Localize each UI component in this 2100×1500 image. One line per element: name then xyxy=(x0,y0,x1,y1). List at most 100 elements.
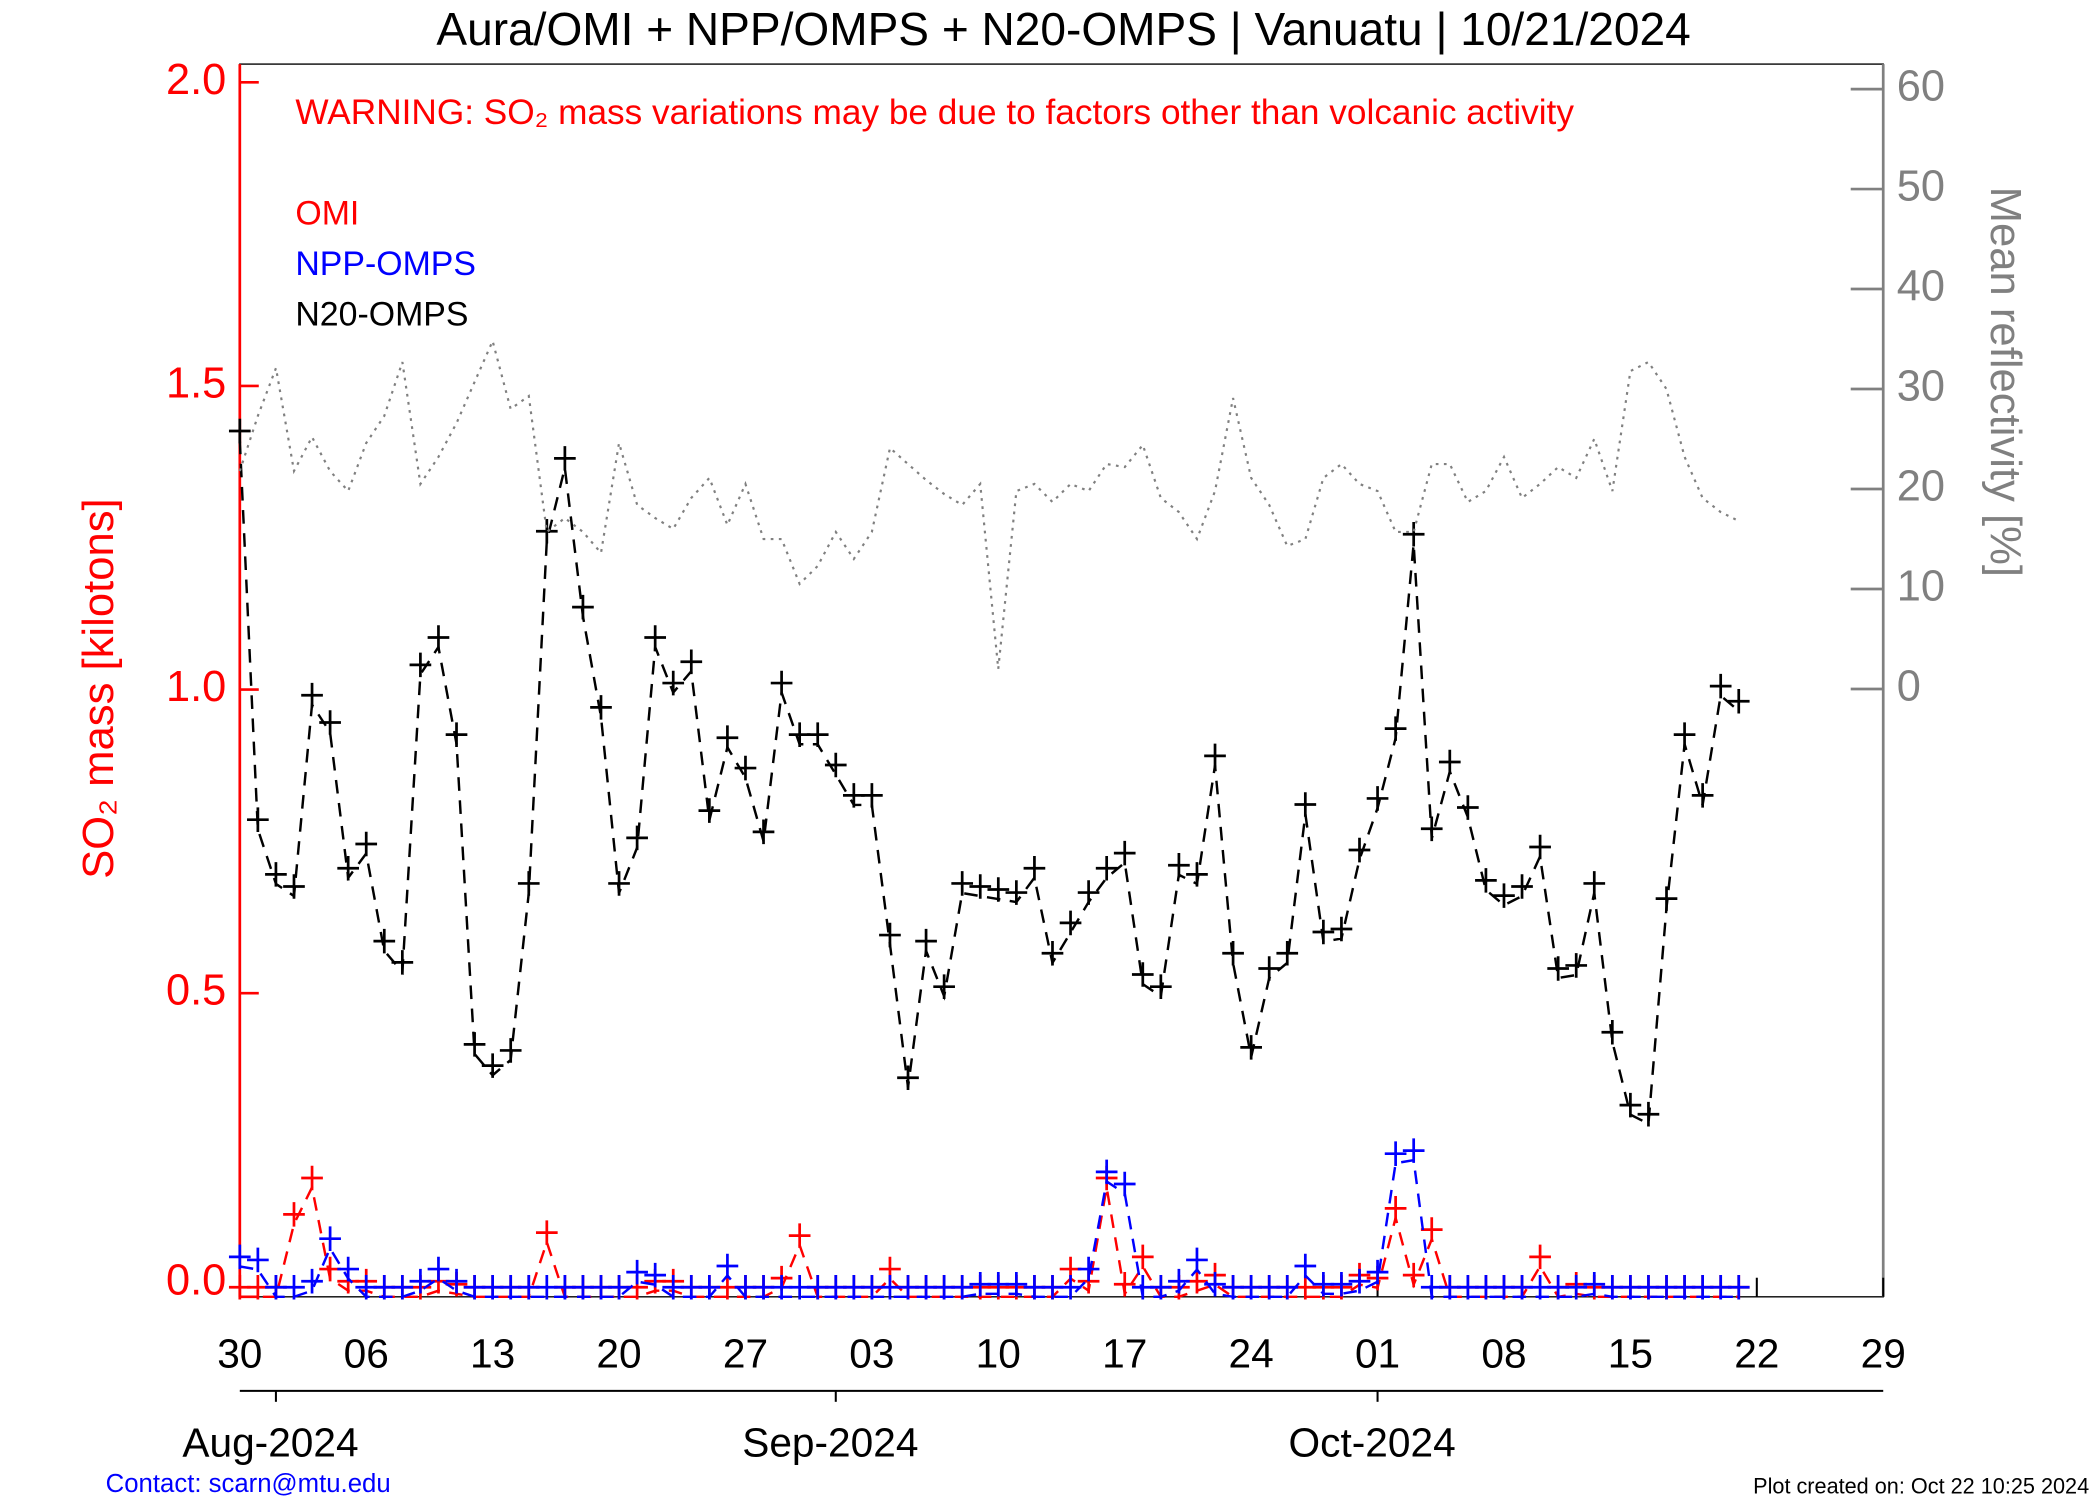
x-tick-label: 30 xyxy=(217,1330,262,1376)
reflectivity-line xyxy=(238,337,1740,670)
marker xyxy=(644,625,667,650)
marker xyxy=(824,752,847,778)
marker xyxy=(1059,1275,1082,1300)
marker xyxy=(1113,1171,1136,1197)
y2-tick-label: 50 xyxy=(1897,162,1945,210)
marker xyxy=(1475,868,1497,893)
marker xyxy=(1420,816,1443,842)
marker xyxy=(554,446,576,471)
marker xyxy=(1077,1256,1100,1282)
marker xyxy=(1059,910,1082,936)
marker xyxy=(626,825,648,851)
marker xyxy=(1005,880,1028,905)
series-line xyxy=(239,1183,1739,1299)
marker xyxy=(698,798,721,823)
marker xyxy=(1005,1271,1028,1297)
x-tick-label: 15 xyxy=(1608,1330,1653,1376)
marker xyxy=(1655,1275,1678,1300)
marker xyxy=(301,682,323,708)
plot-frame xyxy=(239,63,1884,1298)
marker xyxy=(1366,1259,1389,1285)
footer: Plot created on: Oct 22 10:25 2024 xyxy=(1753,1473,2089,1498)
marker xyxy=(1131,962,1154,987)
marker xyxy=(283,1202,305,1227)
legend-entry: N20-OMPS xyxy=(295,295,468,333)
x-tick-label: 29 xyxy=(1861,1330,1906,1376)
warning: WARNING: SO₂ mass variations may be due … xyxy=(295,93,1574,132)
marker xyxy=(1402,1138,1425,1163)
marker xyxy=(535,1220,558,1245)
legend-entry: OMI xyxy=(295,194,359,232)
marker xyxy=(879,922,901,948)
marker xyxy=(915,928,937,954)
marker xyxy=(1493,883,1515,908)
marker xyxy=(1583,1271,1606,1297)
marker xyxy=(355,831,378,857)
marker xyxy=(608,871,630,896)
marker xyxy=(427,625,450,650)
marker xyxy=(1077,880,1100,905)
month-label: Aug-2024 xyxy=(182,1419,358,1465)
x-tick-label: 13 xyxy=(470,1330,515,1376)
y2-tick-label: 10 xyxy=(1897,562,1945,610)
y-tick-label: 0.5 xyxy=(166,967,226,1015)
y2-tick-label: 20 xyxy=(1897,462,1945,510)
marker xyxy=(1366,786,1389,811)
marker xyxy=(951,871,974,896)
marker xyxy=(1041,941,1064,966)
marker xyxy=(1637,1101,1660,1127)
marker xyxy=(1384,1141,1407,1166)
marker xyxy=(228,418,251,444)
marker xyxy=(1727,1275,1750,1300)
marker xyxy=(283,874,305,899)
marker xyxy=(427,1256,450,1282)
marker xyxy=(265,862,287,887)
marker xyxy=(1023,855,1046,881)
marker xyxy=(283,1275,305,1300)
marker xyxy=(752,819,775,845)
y2-tick-label: 40 xyxy=(1897,262,1945,310)
x-tick-label: 27 xyxy=(723,1330,768,1376)
marker xyxy=(391,1275,414,1300)
marker xyxy=(1619,1275,1642,1300)
marker xyxy=(1348,837,1371,863)
series-line xyxy=(239,1158,1739,1299)
marker xyxy=(572,594,594,620)
marker xyxy=(1276,941,1299,966)
marker xyxy=(1150,1275,1172,1300)
marker xyxy=(373,928,396,954)
marker xyxy=(734,755,757,781)
marker xyxy=(897,1065,919,1091)
marker xyxy=(770,670,793,696)
marker xyxy=(535,518,558,544)
marker xyxy=(788,1223,811,1248)
marker xyxy=(1222,941,1244,966)
marker xyxy=(1131,1244,1154,1270)
marker xyxy=(716,1253,739,1279)
y2-axis-label: Mean reflectivity [%] xyxy=(1981,187,2029,577)
x-tick-label: 17 xyxy=(1102,1330,1147,1376)
y2-tick-label: 60 xyxy=(1897,62,1945,110)
marker xyxy=(987,877,1010,902)
marker xyxy=(1565,953,1588,978)
marker xyxy=(1276,1275,1299,1300)
marker xyxy=(1637,1275,1660,1300)
marker xyxy=(1511,874,1533,899)
marker xyxy=(247,807,269,832)
marker xyxy=(1601,1019,1624,1045)
legend-entry: NPP-OMPS xyxy=(295,245,476,283)
marker xyxy=(337,1256,360,1282)
marker xyxy=(1113,840,1136,866)
marker xyxy=(861,783,883,808)
marker xyxy=(1709,673,1732,699)
marker xyxy=(608,1275,630,1300)
marker xyxy=(247,1247,269,1273)
marker xyxy=(590,695,612,720)
marker xyxy=(445,722,468,747)
marker xyxy=(1457,795,1479,820)
marker xyxy=(1204,1271,1226,1297)
marker xyxy=(1529,834,1551,860)
series-line xyxy=(238,440,1740,1126)
marker xyxy=(1691,783,1714,808)
y2-tick-label: 0 xyxy=(1897,662,1921,710)
